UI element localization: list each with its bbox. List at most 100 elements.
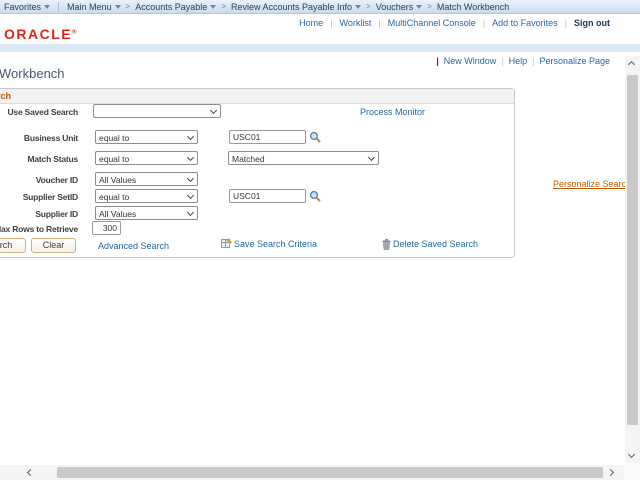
supplier-setid-lookup-icon[interactable]	[309, 190, 322, 203]
chevron-down-icon	[186, 174, 195, 183]
match-status-operator-value: equal to	[99, 154, 130, 164]
chevron-down-icon	[627, 450, 636, 459]
subheader-strip	[0, 44, 640, 52]
use-saved-search-label: Use Saved Search	[7, 107, 78, 117]
sign-out-link[interactable]: Sign out	[574, 18, 610, 28]
chevron-down-icon	[355, 4, 362, 9]
supplier-setid-operator-select[interactable]: equal to	[95, 189, 198, 203]
save-search-criteria-link[interactable]: Save Search Criteria	[221, 238, 317, 249]
header-links: Home | Worklist | MultiChannel Console |…	[299, 18, 610, 28]
link-divider: |	[501, 56, 504, 66]
delete-saved-search-label: Delete Saved Search	[393, 239, 479, 249]
chevron-down-icon	[186, 208, 195, 217]
match-status-operator-select[interactable]: equal to	[95, 151, 198, 165]
max-rows-label: Max Rows to Retrieve	[0, 224, 78, 234]
business-unit-input[interactable]	[229, 130, 306, 144]
horizontal-scrollbar-thumb[interactable]	[57, 467, 603, 478]
personalize-page-link[interactable]: Personalize Page	[539, 56, 610, 66]
help-link[interactable]: Help	[508, 56, 528, 66]
chevron-up-icon	[627, 60, 636, 69]
delete-saved-search-link[interactable]: Delete Saved Search	[382, 238, 478, 250]
scroll-right-button[interactable]	[605, 465, 620, 480]
header: ORACLE® Home | Worklist | MultiChannel C…	[0, 15, 640, 44]
business-unit-label: Business Unit	[23, 133, 78, 143]
breadcrumb-vouchers[interactable]: Vouchers	[372, 2, 427, 12]
search-group-box	[0, 88, 515, 258]
breadcrumb-review-ap-info[interactable]: Review Accounts Payable Info	[227, 2, 365, 12]
use-saved-search-select[interactable]	[93, 104, 221, 118]
new-window-link[interactable]: New Window	[443, 56, 497, 66]
business-unit-operator-select[interactable]: equal to	[95, 130, 198, 144]
scroll-left-button[interactable]	[22, 465, 37, 480]
supplier-id-label: Supplier ID	[35, 209, 78, 219]
supplier-id-operator-select[interactable]: All Values	[95, 206, 198, 220]
chevron-right-icon	[606, 468, 615, 477]
chevron-down-icon	[367, 153, 376, 162]
clear-button[interactable]: Clear	[31, 238, 76, 253]
breadcrumb: Favorites Main Menu > Accounts Payable >…	[0, 0, 640, 14]
breadcrumb-accounts-payable[interactable]: Accounts Payable	[131, 2, 220, 12]
save-icon	[221, 238, 232, 249]
link-divider: |	[532, 56, 535, 66]
supplier-setid-operator-value: equal to	[99, 192, 130, 202]
match-status-value: Matched	[232, 154, 265, 164]
chevron-down-icon	[44, 4, 51, 9]
chevron-down-icon	[114, 4, 121, 9]
crumb-label: Accounts Payable	[135, 1, 208, 12]
supplier-setid-input[interactable]	[229, 189, 306, 203]
voucher-id-operator-select[interactable]: All Values	[95, 172, 198, 186]
worklist-link[interactable]: Worklist	[339, 18, 372, 28]
crumb-label: Review Accounts Payable Info	[230, 1, 353, 12]
oracle-logo-text: ORACLE	[4, 26, 73, 42]
scroll-up-button[interactable]	[625, 56, 640, 71]
link-divider: |	[436, 56, 439, 66]
add-to-favorites-link[interactable]: Add to Favorites	[492, 18, 558, 28]
multichannel-console-link[interactable]: MultiChannel Console	[387, 18, 476, 28]
chevron-down-icon	[209, 106, 218, 115]
scroll-down-button[interactable]	[625, 448, 640, 463]
scrollbar-corner	[624, 463, 640, 480]
vertical-scrollbar[interactable]	[625, 56, 640, 463]
supplier-id-operator-value: All Values	[99, 209, 137, 219]
personalize-search-link[interactable]: Personalize Search	[553, 179, 632, 189]
search-box-header-bar	[0, 89, 514, 104]
favorites-menu[interactable]: Favorites	[0, 2, 54, 12]
main-menu-label: Main Menu	[67, 1, 112, 12]
page-title: Match Workbench	[0, 66, 65, 81]
crumb-label: Match Workbench	[436, 1, 510, 12]
advanced-search-link[interactable]: Advanced Search	[98, 241, 170, 251]
match-status-label: Match Status	[27, 154, 79, 164]
breadcrumb-separator: >	[427, 2, 432, 11]
link-divider: |	[378, 18, 381, 28]
crumb-label: Vouchers	[375, 1, 414, 12]
process-monitor-link[interactable]: Process Monitor	[360, 107, 426, 117]
business-unit-lookup-icon[interactable]	[309, 131, 322, 144]
chevron-down-icon	[210, 4, 217, 9]
trash-icon	[382, 238, 391, 250]
match-status-value-select[interactable]: Matched	[228, 151, 379, 165]
chevron-down-icon	[186, 191, 195, 200]
breadcrumb-separator: >	[221, 2, 226, 11]
max-rows-input[interactable]	[92, 221, 121, 235]
search-button[interactable]: Search	[0, 238, 26, 253]
home-link[interactable]: Home	[299, 18, 324, 28]
link-divider: |	[564, 18, 567, 28]
vertical-scrollbar-thumb[interactable]	[627, 75, 638, 425]
voucher-id-label: Voucher ID	[35, 175, 78, 185]
search-box-header-label: Search	[0, 91, 12, 101]
chevron-left-icon	[26, 468, 35, 477]
horizontal-scrollbar[interactable]	[0, 465, 624, 480]
supplier-setid-label: Supplier SetID	[22, 192, 78, 202]
favorites-label: Favorites	[4, 1, 42, 12]
business-unit-operator-value: equal to	[99, 133, 130, 143]
chevron-down-icon	[186, 153, 195, 162]
link-divider: |	[482, 18, 486, 28]
link-divider: |	[330, 18, 333, 28]
breadcrumb-separator: >	[125, 2, 131, 11]
page-links: | New Window | Help | Personalize Page	[436, 56, 610, 66]
oracle-logo: ORACLE®	[4, 26, 77, 42]
chevron-down-icon	[416, 4, 423, 9]
breadcrumb-separator: >	[366, 2, 371, 11]
main-menu[interactable]: Main Menu	[63, 2, 125, 12]
